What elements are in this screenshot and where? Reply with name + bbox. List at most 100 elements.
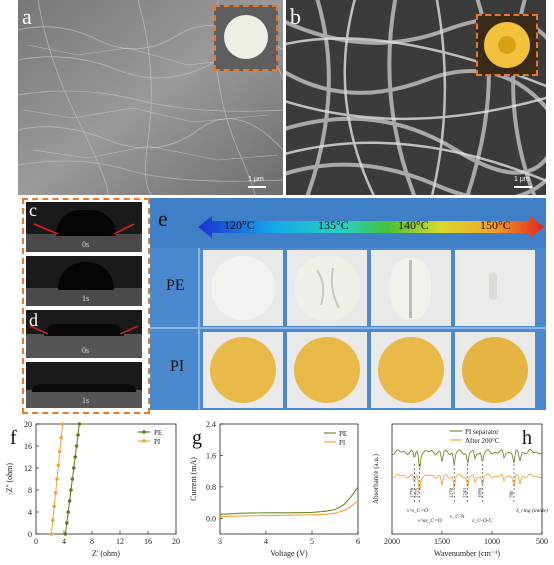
plot-frame-f — [35, 423, 177, 535]
panel-label-c: c — [29, 200, 37, 220]
x-axis-label-h: Wavenumber (cm⁻¹) — [434, 549, 501, 558]
data-point-f — [56, 463, 61, 468]
plot-frame-h — [391, 423, 543, 535]
data-point-f — [76, 433, 80, 437]
series-line-h — [391, 473, 543, 491]
y-tick-label-f: 16 — [24, 442, 32, 451]
panel-label-h: h — [522, 427, 532, 449]
temperature-arrow — [198, 216, 544, 238]
x-tick-label-h: 2000 — [384, 537, 400, 546]
legend-marker-f — [142, 430, 146, 434]
series-line-h — [391, 448, 543, 469]
panel-label-f: f — [10, 427, 17, 449]
contact-c-1s: 1s — [26, 256, 142, 306]
x-tick-label-g: 5 — [310, 537, 314, 546]
y-tick-label-g: 0.0 — [206, 514, 216, 523]
x-tick-label-f: 16 — [144, 537, 152, 546]
legend-marker-f — [142, 439, 146, 443]
data-point-f — [74, 444, 79, 448]
sem-image-pi: 1 μm — [286, 0, 546, 195]
y-axis-label-f: -Z'' (ohm) — [5, 463, 14, 495]
data-point-f — [63, 532, 68, 536]
pi-tile-135 — [287, 332, 367, 408]
time-d-0s: 0s — [82, 346, 90, 355]
panel-label-g: g — [192, 427, 202, 449]
legend-label-f: PE — [154, 429, 162, 437]
data-point-f — [60, 422, 65, 426]
y-tick-label-f: 20 — [24, 420, 32, 429]
panel-label-b: b — [290, 4, 301, 29]
chart-g-lsv: 3 4 5 6 0.0 0.8 1.6 2.4 Voltage (V) Current (mA) g… — [189, 420, 360, 558]
pi-photo-inset — [476, 14, 538, 76]
row-label-pe: PE — [166, 277, 185, 294]
temp-label-135: 135°C — [318, 218, 349, 232]
data-point-f — [73, 455, 77, 459]
x-tick-label-f: 8 — [90, 537, 94, 546]
data-point-f — [55, 477, 59, 481]
x-tick-label-g: 4 — [264, 537, 268, 546]
row-label-pi: PI — [170, 358, 185, 375]
x-tick-label-f: 4 — [62, 537, 66, 546]
data-point-f — [67, 499, 72, 503]
pi-tile-120 — [203, 332, 283, 408]
pe-tile-150 — [455, 250, 535, 326]
annotation-h: ν_C-O-C — [472, 518, 492, 524]
y-tick-label-g: 2.4 — [206, 420, 216, 429]
sem-image-pe: 1 μm — [18, 0, 283, 195]
peak-label-h: 1096 — [478, 488, 483, 499]
x-axis-label-g: Voltage (V) — [270, 549, 308, 558]
y-tick-label-g: 0.8 — [206, 483, 216, 492]
panel-label-a: a — [22, 4, 32, 29]
pe-separator-photo — [224, 15, 268, 59]
legend-label-g: PI — [339, 439, 346, 447]
pi-separator-photo — [484, 22, 530, 68]
x-tick-label-f: 20 — [172, 537, 180, 546]
annotation-h: ν^as_C=O — [418, 518, 442, 524]
peak-label-h: 1378 — [450, 488, 455, 499]
pe-tile-135 — [287, 250, 367, 326]
y-tick-label-f: 0 — [28, 530, 32, 539]
data-point-f — [53, 490, 58, 495]
data-point-f — [65, 521, 69, 525]
x-tick-label-g: 6 — [356, 537, 360, 546]
x-tick-label-g: 3 — [218, 537, 222, 546]
x-tick-label-h: 1000 — [484, 537, 500, 546]
pi-tile-150 — [455, 332, 535, 408]
y-tick-label-f: 12 — [24, 464, 32, 473]
chart-f-eis: 0 4 8 12 16 20 0 4 8 12 16 20 Z' (ohm) -Z'' (ohm) f PEP… — [5, 420, 180, 558]
data-point-f — [51, 518, 55, 523]
temp-label-150: 150°C — [480, 218, 511, 232]
y-tick-label-f: 8 — [28, 486, 32, 495]
y-axis-label-h: Absorbance (a.u.) — [372, 453, 380, 504]
annotation-h: ν_C-N — [450, 514, 465, 520]
series-line-g — [219, 500, 359, 518]
x-tick-label-h: 1500 — [434, 537, 450, 546]
panel-label-d: d — [29, 310, 38, 330]
y-axis-label-g: Current (mA) — [189, 457, 198, 501]
data-point-f — [59, 435, 63, 440]
y-tick-label-g: 1.6 — [206, 451, 216, 460]
temp-label-120: 120°C — [224, 218, 255, 232]
contact-angle-frame — [22, 198, 150, 414]
time-c-1s: 1s — [82, 294, 90, 303]
x-tick-label-f: 0 — [34, 537, 38, 546]
contact-d-1s: 1s — [26, 362, 142, 408]
data-point-f — [58, 449, 62, 454]
scale-bar-a — [248, 186, 266, 188]
scale-label-b: 1 μm — [514, 176, 530, 183]
time-c-0s: 0s — [82, 240, 90, 249]
peak-label-h: 1725 — [416, 488, 421, 499]
legend-label-h: After 200°C — [465, 437, 500, 445]
contact-angle-lines-d — [29, 325, 139, 335]
contact-c-0s: 0s — [26, 202, 142, 252]
temp-label-140: 140°C — [398, 218, 429, 232]
peak-label-h: 780 — [510, 490, 515, 498]
time-d-1s: 1s — [82, 396, 90, 405]
data-point-f — [77, 422, 82, 426]
panel-label-e: e — [158, 206, 168, 231]
pe-tile-140 — [371, 250, 451, 326]
annotation-h: ν^s_C=O — [407, 508, 428, 514]
legend-label-g: PE — [339, 430, 347, 438]
x-tick-label-h: 500 — [536, 537, 548, 546]
legend-label-f: PI — [154, 438, 161, 446]
